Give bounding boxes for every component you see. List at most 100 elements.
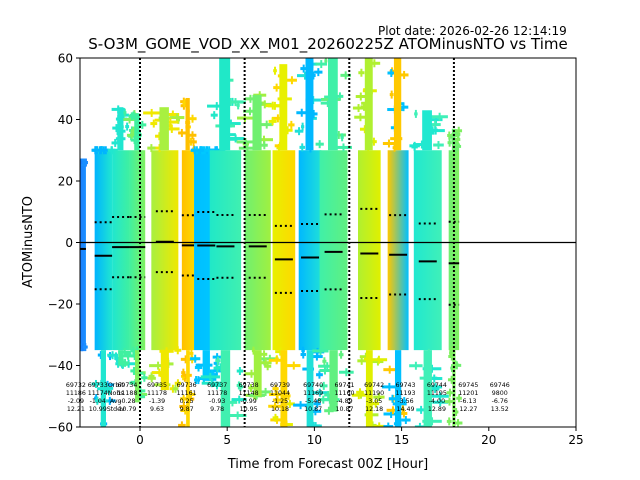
- data-point: [357, 104, 360, 113]
- data-point: [340, 350, 343, 359]
- data-point: [237, 101, 240, 110]
- orbit-stats-text: 10.18: [271, 406, 289, 413]
- y-tick-label: 0: [65, 236, 73, 250]
- data-point: [388, 365, 391, 374]
- data-point: [403, 70, 406, 79]
- orbit-stats-text: 11190: [364, 390, 384, 397]
- orbit-stats-text: 11148: [239, 390, 259, 397]
- data-point: [250, 383, 253, 392]
- data-point: [457, 419, 460, 427]
- data-strip-tail: [422, 110, 432, 151]
- data-point: [274, 66, 277, 75]
- x-axis-label: Time from Forecast 00Z [Hour]: [227, 457, 429, 472]
- data-strip: [181, 150, 195, 351]
- data-point: [344, 71, 347, 80]
- data-point: [327, 406, 330, 415]
- data-point: [450, 346, 453, 355]
- data-point: [180, 421, 183, 427]
- data-point: [320, 60, 323, 69]
- data-point: [80, 158, 82, 167]
- data-point: [298, 127, 301, 136]
- data-point: [123, 348, 126, 357]
- data-point: [455, 141, 458, 150]
- data-point: [249, 107, 252, 116]
- orbit-stats-text: 11178: [147, 390, 167, 397]
- data-point: [110, 146, 113, 155]
- data-point: [108, 387, 111, 396]
- data-point: [456, 135, 459, 144]
- data-point: [124, 358, 127, 367]
- orbit-stats-text: 10.87: [335, 406, 353, 413]
- data-strip: [209, 150, 242, 351]
- data-point: [244, 137, 247, 146]
- orbit-stats-text: 11161: [177, 390, 197, 397]
- orbit-stats-text: 12.18: [365, 406, 383, 413]
- orbit-stats-text: -1.39: [149, 398, 165, 405]
- data-point: [132, 366, 135, 375]
- data-point: [273, 101, 276, 110]
- orbit-stats-text: 69746: [490, 382, 510, 389]
- data-point: [448, 131, 451, 140]
- data-point: [264, 387, 267, 396]
- orbit-stats-text: 69742: [364, 382, 384, 389]
- data-point: [250, 369, 253, 378]
- data-point: [102, 146, 105, 155]
- data-point: [430, 364, 433, 373]
- data-point: [434, 115, 437, 124]
- data-strip-tail: [364, 58, 373, 151]
- data-point: [128, 115, 131, 124]
- orbit-stats-text: 69741: [334, 382, 354, 389]
- x-tick-label: 20: [481, 433, 496, 447]
- data-point: [387, 422, 390, 427]
- data-point: [195, 376, 198, 385]
- data-strip: [94, 150, 113, 351]
- data-point: [300, 108, 303, 117]
- data-strip-tail: [117, 107, 124, 151]
- data-point: [301, 122, 304, 131]
- data-point: [211, 369, 214, 378]
- data-point: [158, 132, 161, 141]
- data-strip-tail: [394, 350, 402, 427]
- stats-header-label: Nobs: [108, 390, 124, 397]
- data-point: [439, 398, 442, 407]
- orbit-stats-text: 11044: [270, 390, 290, 397]
- data-point: [323, 357, 326, 366]
- data-point: [252, 346, 255, 355]
- orbit-stats-text: 69739: [270, 382, 290, 389]
- orbit-stats-text: -1.25: [272, 398, 288, 405]
- data-point: [377, 393, 380, 402]
- data-point: [95, 394, 98, 403]
- data-strip-tail: [393, 58, 402, 151]
- x-tick-label: 10: [307, 433, 322, 447]
- data-point: [390, 69, 393, 78]
- data-point: [158, 368, 161, 377]
- data-strip: [112, 150, 130, 351]
- orbit-stats-text: -0.28: [119, 398, 135, 405]
- stats-header-label: Avg: [110, 398, 122, 405]
- data-point: [191, 131, 194, 140]
- data-point: [377, 355, 380, 364]
- data-strip-tail: [202, 350, 210, 381]
- y-tick-label: 60: [58, 52, 73, 66]
- orbit-stats-text: -0.99: [240, 398, 256, 405]
- data-point: [299, 401, 302, 410]
- data-point: [302, 64, 305, 73]
- y-tick-label: −60: [48, 421, 73, 435]
- orbit-stats-text: -3.56: [397, 398, 413, 405]
- data-point: [157, 361, 160, 370]
- data-point: [208, 146, 211, 155]
- data-point: [84, 158, 87, 167]
- orbit-stats-text: 11201: [458, 390, 478, 397]
- data-point: [420, 140, 423, 149]
- orbit-stats-text: 10.87: [304, 406, 322, 413]
- data-point: [275, 83, 278, 92]
- data-point: [238, 395, 241, 404]
- orbit-stats-text: 11169: [303, 390, 323, 397]
- data-point: [182, 394, 185, 403]
- data-point: [342, 143, 345, 152]
- orbit-stats-text: -3.05: [366, 398, 382, 405]
- data-point: [274, 402, 277, 411]
- data-strip: [244, 150, 271, 351]
- data-point: [312, 421, 315, 427]
